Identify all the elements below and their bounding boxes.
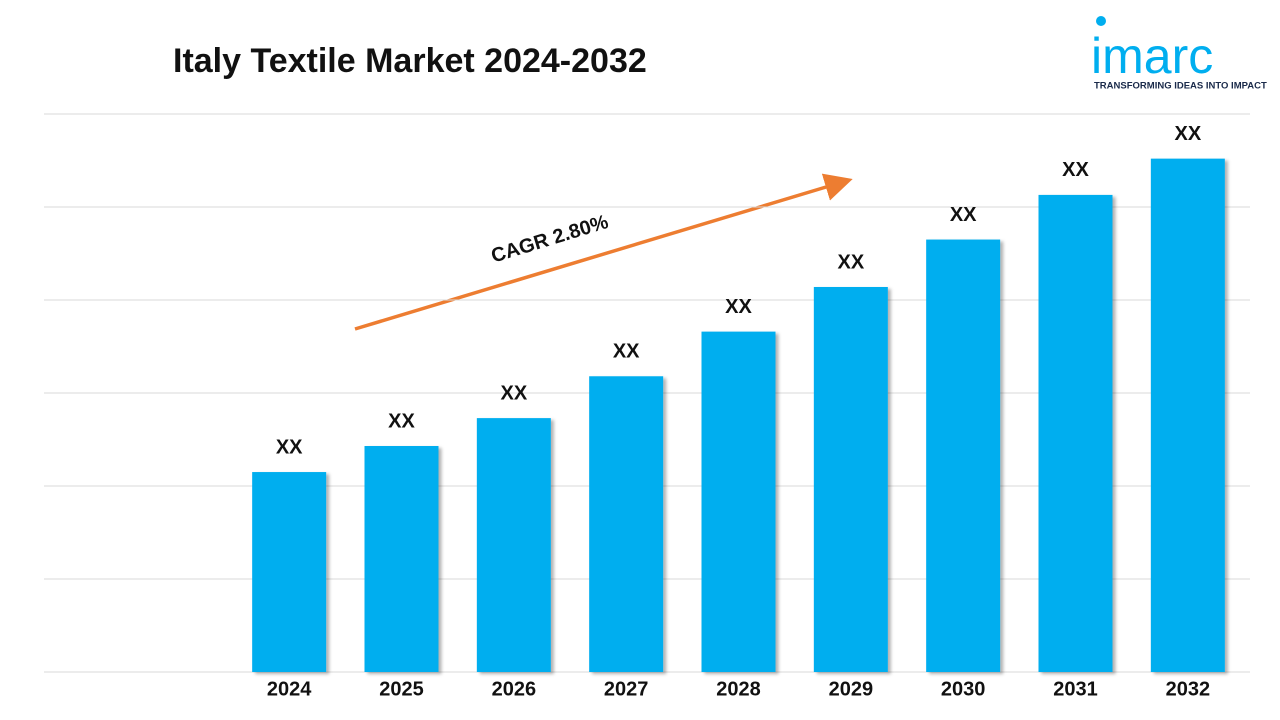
bar xyxy=(1038,194,1113,672)
logo-dot xyxy=(1096,16,1106,26)
data-label: XX xyxy=(276,436,303,458)
logo-tagline: TRANSFORMING IDEAS INTO IMPACT xyxy=(1094,81,1267,92)
bar xyxy=(252,472,327,672)
data-label: XX xyxy=(950,204,977,226)
bar xyxy=(589,376,664,672)
x-tick-label: 2031 xyxy=(1053,678,1098,700)
data-label: XX xyxy=(500,382,527,404)
bar xyxy=(476,418,551,672)
cagr-arrow xyxy=(354,173,853,331)
x-tick-label: 2029 xyxy=(829,678,874,700)
chart-title: Italy Textile Market 2024-2032 xyxy=(173,42,647,80)
bar xyxy=(364,446,439,672)
bar xyxy=(813,286,888,672)
bar xyxy=(701,331,776,672)
x-tick-label: 2028 xyxy=(716,678,761,700)
data-label: XX xyxy=(388,410,415,432)
data-label: XX xyxy=(725,296,752,318)
x-tick-label: 2030 xyxy=(941,678,986,700)
bar xyxy=(926,239,1001,673)
data-label: XX xyxy=(1174,123,1201,145)
x-tick-label: 2026 xyxy=(492,678,537,700)
x-tick-label: 2027 xyxy=(604,678,649,700)
logo: imarc xyxy=(1091,28,1213,84)
data-label: XX xyxy=(1062,159,1089,181)
data-label: XX xyxy=(613,341,640,363)
x-tick-label: 2024 xyxy=(267,678,312,700)
bar xyxy=(1150,158,1225,672)
data-label: XX xyxy=(837,251,864,273)
x-tick-label: 2032 xyxy=(1166,678,1211,700)
x-tick-label: 2025 xyxy=(379,678,424,700)
